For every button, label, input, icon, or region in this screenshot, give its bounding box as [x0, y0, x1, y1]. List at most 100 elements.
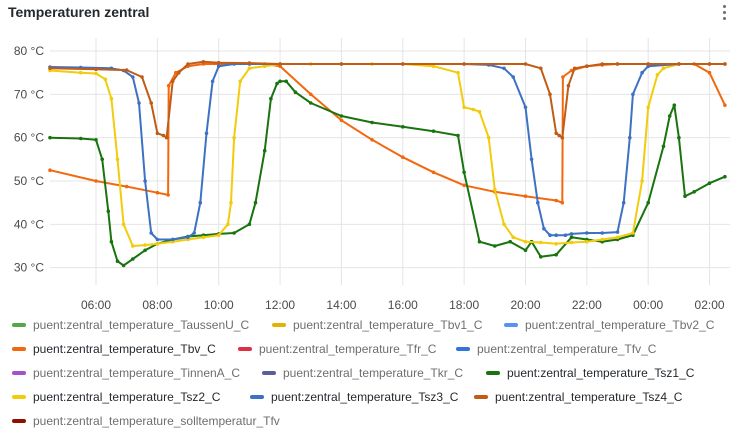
data-point — [370, 138, 374, 142]
data-point — [523, 239, 528, 244]
data-point — [166, 193, 170, 197]
series-11 — [48, 60, 727, 140]
legend-swatch — [486, 371, 500, 375]
x-tick-label: 08:00 — [142, 298, 172, 312]
legend-label: puent:zentral_temperature_Tbv_C — [33, 342, 216, 356]
data-point — [615, 230, 620, 234]
series-line — [49, 63, 725, 247]
legend-item[interactable]: puent:zentral_temperature_Tsz1_C — [486, 366, 694, 380]
data-point — [109, 96, 114, 101]
data-point — [155, 131, 160, 136]
data-point — [278, 79, 282, 84]
legend-swatch — [12, 395, 26, 399]
data-point — [143, 243, 147, 247]
legend-item[interactable]: puent:zentral_temperature_solltemperatur… — [12, 414, 280, 428]
data-point — [131, 244, 135, 248]
data-point — [94, 179, 98, 183]
data-point — [339, 118, 344, 123]
legend-item[interactable]: puent:zentral_temperature_TinnenA_C — [12, 366, 240, 380]
legend-item[interactable]: puent:zentral_temperature_Tbv2_C — [504, 318, 714, 332]
y-tick-label: 40 °C — [14, 217, 44, 231]
data-point — [121, 263, 126, 268]
data-point — [247, 66, 252, 71]
chart-series — [48, 60, 727, 268]
data-point — [253, 200, 258, 205]
data-point — [561, 75, 565, 79]
data-point — [293, 90, 298, 94]
data-point — [115, 259, 120, 263]
legend-item[interactable]: puent:zentral_temperature_Tbv_C — [12, 342, 216, 356]
legend-item[interactable]: puent:zentral_temperature_Tkr_C — [262, 366, 463, 380]
data-point — [431, 170, 436, 175]
legend-item[interactable]: puent:zentral_temperature_Tsz4_C — [474, 390, 682, 404]
data-point — [536, 200, 540, 205]
data-point — [707, 62, 712, 66]
panel-title: Temperaturen zentral — [8, 4, 150, 20]
data-point — [566, 83, 571, 88]
data-point — [109, 239, 114, 244]
data-point — [692, 190, 696, 194]
data-point — [78, 70, 83, 75]
x-tick-label: 02:00 — [695, 298, 725, 312]
data-point — [238, 79, 242, 84]
legend-item[interactable]: puent:zentral_temperature_Tsz2_C — [12, 390, 220, 404]
data-point — [94, 71, 98, 76]
y-tick-label: 60 °C — [14, 131, 44, 145]
legend-item[interactable]: puent:zentral_temperature_Tsz3_C — [250, 390, 458, 404]
data-point — [170, 237, 175, 242]
legend-item[interactable]: puent:zentral_temperature_Tfv_C — [456, 342, 656, 356]
data-point — [309, 101, 313, 105]
x-tick-label: 00:00 — [633, 298, 663, 312]
chart-grid — [50, 38, 730, 285]
data-point — [106, 209, 111, 214]
data-point — [557, 133, 561, 138]
data-point — [646, 200, 650, 205]
data-point — [493, 244, 497, 248]
data-point — [262, 64, 267, 68]
legend-label: puent:zentral_temperature_Tbv1_C — [293, 318, 483, 332]
data-point — [486, 135, 491, 140]
legend-item[interactable]: puent:zentral_temperature_TaussenU_C — [12, 318, 249, 332]
series-10 — [48, 62, 727, 242]
data-point — [456, 70, 460, 75]
data-point — [164, 135, 169, 140]
data-point — [569, 232, 574, 236]
data-point — [542, 226, 546, 231]
legend-swatch — [474, 395, 488, 399]
data-point — [177, 70, 181, 75]
data-point — [216, 60, 221, 65]
data-point — [204, 131, 209, 136]
data-point — [600, 62, 604, 66]
kebab-menu-icon[interactable] — [717, 2, 731, 22]
data-point — [170, 79, 175, 84]
data-point — [186, 235, 190, 240]
data-point — [554, 131, 558, 136]
data-point — [401, 62, 405, 66]
data-point — [615, 62, 620, 66]
data-point — [569, 235, 574, 240]
data-point — [262, 148, 267, 153]
data-point — [226, 222, 230, 227]
data-point — [563, 233, 568, 237]
legend-item[interactable]: puent:zentral_temperature_Tfr_C — [238, 342, 436, 356]
data-point — [471, 107, 476, 112]
data-point — [192, 231, 196, 235]
data-point — [94, 138, 98, 142]
data-point — [401, 155, 405, 159]
data-point — [585, 64, 589, 68]
data-point — [121, 222, 126, 227]
data-point — [103, 77, 107, 81]
data-point — [124, 68, 129, 72]
data-point — [511, 235, 515, 240]
data-point — [477, 239, 482, 244]
legend-swatch — [272, 323, 286, 327]
legend-swatch — [504, 323, 518, 327]
series-line — [49, 60, 725, 139]
data-point — [155, 190, 160, 195]
data-point — [661, 144, 666, 149]
data-point — [48, 168, 52, 172]
data-point — [275, 81, 279, 86]
legend-item[interactable]: puent:zentral_temperature_Tbv1_C — [272, 318, 482, 332]
data-point — [585, 231, 589, 235]
data-point — [247, 222, 252, 227]
